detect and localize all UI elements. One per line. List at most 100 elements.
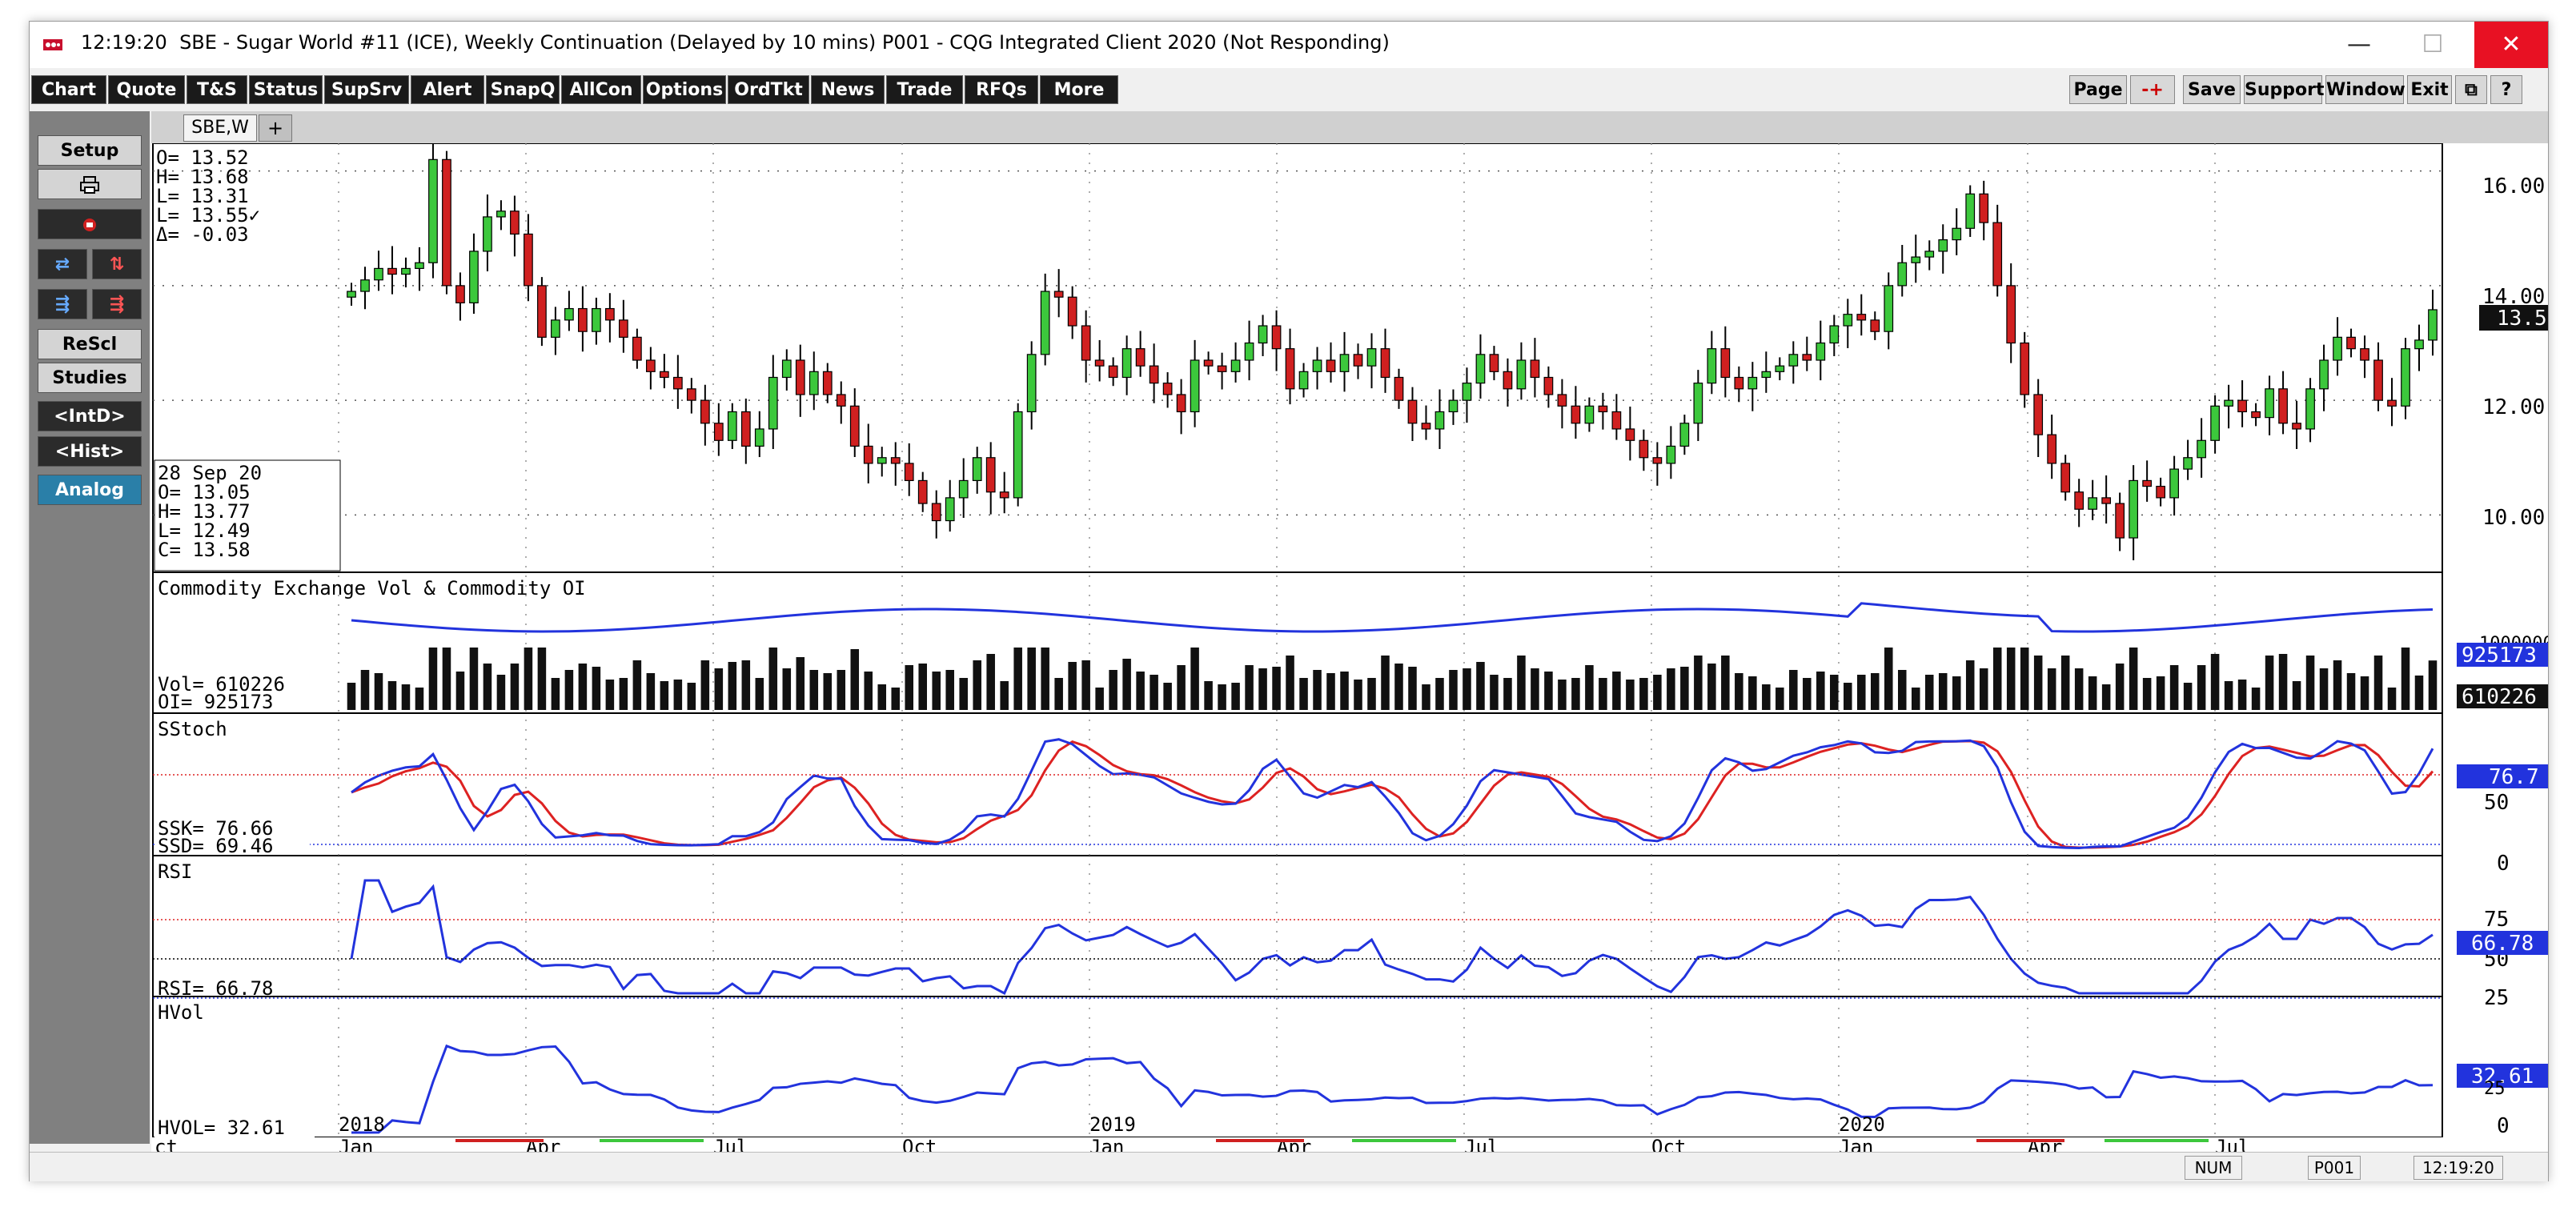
volume-bar: [728, 662, 737, 710]
scroll-left-icon[interactable]: ⇄: [38, 249, 87, 279]
oi-tag: 925173: [2462, 644, 2537, 668]
restore-icon[interactable]: ⧉: [2455, 75, 2487, 104]
help-button[interactable]: ?: [2490, 75, 2522, 104]
candle: [374, 251, 383, 291]
candle: [1271, 310, 1282, 371]
print-icon[interactable]: [38, 169, 142, 199]
volume-bar: [1721, 656, 1730, 710]
volume-bar: [1381, 656, 1390, 710]
options-button[interactable]: Options: [643, 75, 726, 104]
news-button[interactable]: News: [811, 75, 885, 104]
volume-bar: [1313, 670, 1322, 710]
volume-bar: [1707, 664, 1716, 710]
setup-button[interactable]: Setup: [38, 135, 142, 166]
volume-bar: [2115, 664, 2125, 710]
open-interest-line: [351, 602, 2434, 633]
candle: [1230, 342, 1241, 383]
page-plusminus-button[interactable]: -+: [2130, 75, 2175, 104]
volume-bar: [837, 670, 846, 710]
candle: [2047, 415, 2057, 479]
cursor-high: H= 13.77: [158, 500, 251, 523]
candle: [1475, 334, 1486, 399]
volume-bar: [2265, 656, 2274, 710]
allcon-button[interactable]: AllCon: [561, 75, 641, 104]
cqg-app-icon: [42, 34, 63, 55]
candle: [1258, 315, 1268, 356]
candle: [2387, 378, 2397, 427]
volume-bar: [2197, 665, 2206, 710]
support-button[interactable]: Support: [2244, 75, 2324, 104]
volume-bar: [959, 678, 968, 710]
volume-bar: [1163, 683, 1172, 710]
volume-bar: [2210, 654, 2220, 710]
trade-button[interactable]: Trade: [886, 75, 963, 104]
zoom-out-icon[interactable]: ⇶: [92, 289, 142, 319]
tns-button[interactable]: T&S: [187, 75, 247, 104]
studies-button[interactable]: Studies: [38, 363, 142, 393]
candle: [1026, 341, 1037, 430]
rescale-button[interactable]: ReScl: [38, 329, 142, 359]
volume-bar: [755, 678, 764, 710]
historical-button[interactable]: <Hist>: [38, 436, 142, 467]
volume-bar: [415, 688, 424, 710]
volume-bar: [932, 672, 941, 710]
rfqs-button[interactable]: RFQs: [965, 75, 1038, 104]
tab-sbe-weekly[interactable]: SBE,W: [183, 114, 257, 142]
snapq-button[interactable]: SnapQ: [486, 75, 560, 104]
volume-bar: [1531, 668, 1539, 710]
intraday-button[interactable]: <IntD>: [38, 401, 142, 431]
volume-bar: [455, 672, 465, 710]
candle: [2346, 328, 2356, 358]
volume-bar: [2278, 654, 2288, 710]
chart-area[interactable]: O= 13.52 H= 13.68 L= 13.31 L= 13.55✓ Δ= …: [151, 139, 2559, 1158]
save-button[interactable]: Save: [2183, 75, 2241, 104]
add-tab-button[interactable]: +: [259, 114, 292, 142]
minimize-button[interactable]: —: [2347, 30, 2371, 58]
month-label: Apr: [2028, 1136, 2062, 1152]
window-button[interactable]: Window: [2325, 75, 2405, 104]
ssd-readout: SSD= 69.46: [158, 835, 274, 857]
candle: [795, 344, 805, 417]
status-button[interactable]: Status: [249, 75, 323, 104]
candle: [2265, 375, 2274, 435]
cursor-tool-icon[interactable]: [38, 209, 142, 239]
cursor-low: L= 12.49: [158, 519, 251, 542]
volume-bar: [1394, 664, 1403, 710]
alert-button[interactable]: Alert: [411, 75, 484, 104]
zoom-in-icon[interactable]: ⇶: [38, 289, 87, 319]
year-label: 2020: [1839, 1113, 1885, 1136]
volume-bar: [1558, 680, 1567, 710]
analog-button[interactable]: Analog: [38, 475, 142, 505]
candle: [1081, 310, 1091, 383]
candle: [754, 411, 764, 458]
more-button[interactable]: More: [1040, 75, 1118, 104]
volume-bar: [768, 648, 778, 710]
close-button[interactable]: ✕: [2474, 22, 2548, 68]
hvol-readout: HVOL= 32.61: [158, 1117, 285, 1139]
chart-button[interactable]: Chart: [31, 75, 106, 104]
exit-button[interactable]: Exit: [2407, 75, 2452, 104]
volume-bar: [850, 649, 860, 710]
page-button[interactable]: Page: [2069, 75, 2127, 104]
volume-bar: [1667, 668, 1675, 710]
scroll-right-icon[interactable]: ⇅: [92, 249, 142, 279]
volume-bar: [1748, 676, 1757, 710]
volume-bar: [1938, 673, 1948, 710]
hvol-tick-25: 25: [2484, 1079, 2506, 1099]
volume-bar: [660, 681, 669, 710]
maximize-button[interactable]: ☐: [2422, 30, 2444, 58]
oi-readout: OI= 925173: [158, 691, 274, 713]
candle: [537, 277, 547, 347]
volume-bar: [2237, 680, 2247, 710]
title-bar[interactable]: 12:19:20 SBE - Sugar World #11 (ICE), We…: [30, 22, 2548, 68]
chart-canvas[interactable]: O= 13.52 H= 13.68 L= 13.31 L= 13.55✓ Δ= …: [151, 139, 2559, 1158]
ordtkt-button[interactable]: OrdTkt: [728, 75, 809, 104]
volume-bar: [1830, 675, 1839, 710]
supsrv-button[interactable]: SupSrv: [324, 75, 409, 104]
volume-bar: [2101, 684, 2111, 710]
quote-button[interactable]: Quote: [108, 75, 185, 104]
app-window: 12:19:20 SBE - Sugar World #11 (ICE), We…: [29, 21, 2559, 1181]
candle: [1775, 357, 1785, 381]
volume-bar: [1789, 670, 1798, 710]
candle: [1326, 342, 1336, 383]
